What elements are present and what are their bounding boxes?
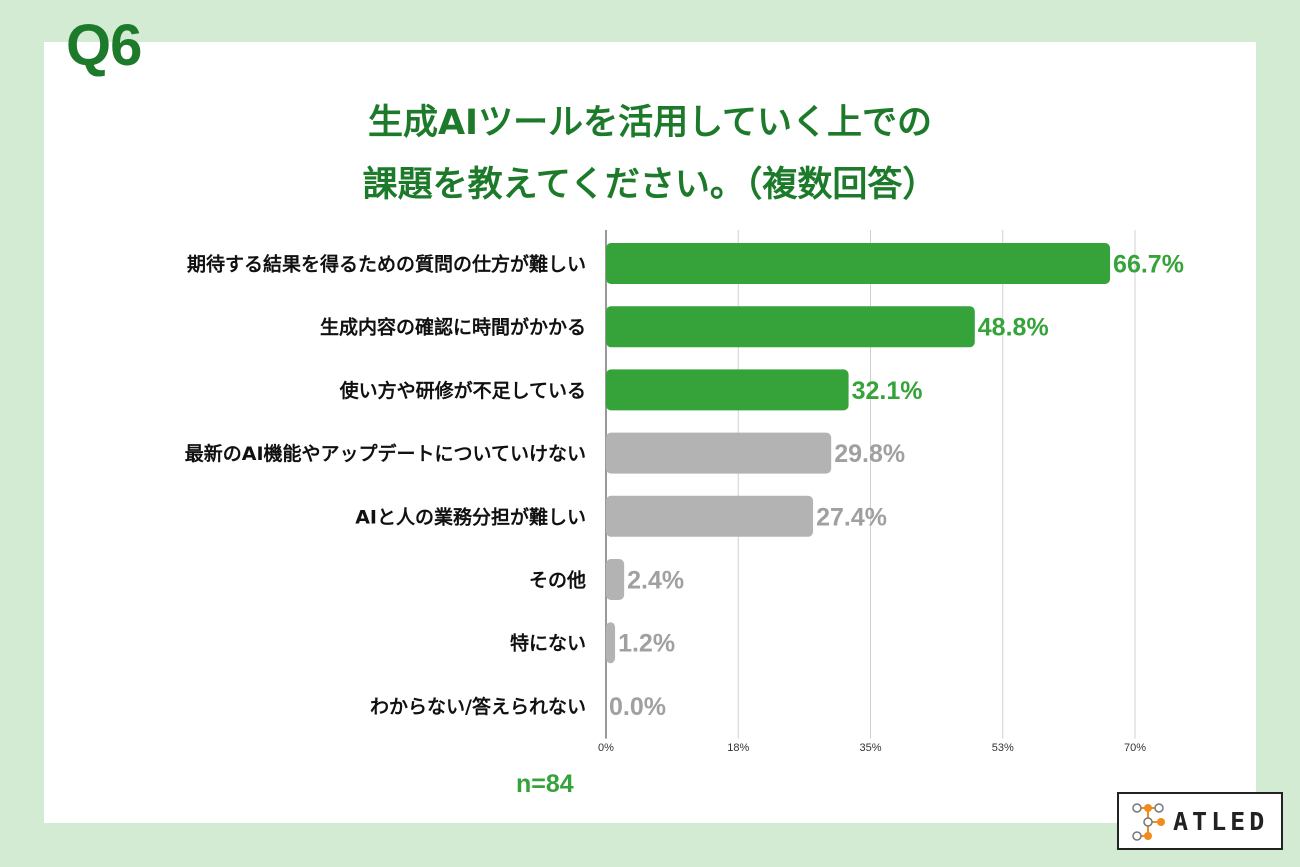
bar	[606, 559, 625, 600]
value-label: 0.0%	[609, 693, 666, 721]
logo-mark-icon	[1132, 803, 1165, 841]
sample-size: n=84	[516, 770, 574, 798]
category-label: 最新のAI機能やアップデートについていけない	[185, 442, 586, 465]
title-line-2: 課題を教えてください。（複数回答）	[362, 165, 938, 205]
title-line-1: 生成AIツールを活用していく上での	[367, 103, 933, 143]
bar	[606, 622, 616, 664]
value-label: 66.7%	[1113, 251, 1184, 279]
category-label: AIと人の業務分担が難しい	[355, 505, 586, 528]
bar	[606, 369, 849, 411]
category-label: 使い方や研修が不足している	[339, 379, 586, 402]
x-tick-label: 18%	[727, 742, 749, 754]
bar	[606, 306, 975, 348]
x-tick-label: 53%	[992, 742, 1014, 754]
category-label: 生成内容の確認に時間がかかる	[320, 316, 586, 339]
category-label: わからない/答えられない	[370, 695, 586, 718]
question-label: Q6	[66, 13, 142, 78]
atled-logo: ATLED	[1117, 792, 1283, 850]
value-label: 29.8%	[834, 440, 905, 468]
value-label: 1.2%	[618, 630, 675, 658]
category-label: 特にない	[510, 633, 586, 655]
x-tick-label: 35%	[859, 742, 881, 754]
value-label: 48.8%	[978, 314, 1049, 342]
bar	[606, 495, 814, 537]
chart-title: 生成AIツールを活用していく上での 課題を教えてください。（複数回答）	[0, 92, 1300, 216]
chart-card	[44, 42, 1256, 823]
x-tick-label: 0%	[598, 742, 614, 754]
category-label: 期待する結果を得るための質問の仕方が難しい	[187, 253, 586, 276]
value-label: 2.4%	[627, 567, 684, 595]
logo-text: ATLED	[1173, 807, 1269, 836]
bar	[606, 432, 832, 474]
x-tick-label: 70%	[1124, 742, 1146, 754]
bar	[606, 243, 1111, 284]
value-label: 27.4%	[816, 503, 887, 531]
category-label: その他	[529, 569, 586, 592]
value-label: 32.1%	[852, 377, 923, 405]
